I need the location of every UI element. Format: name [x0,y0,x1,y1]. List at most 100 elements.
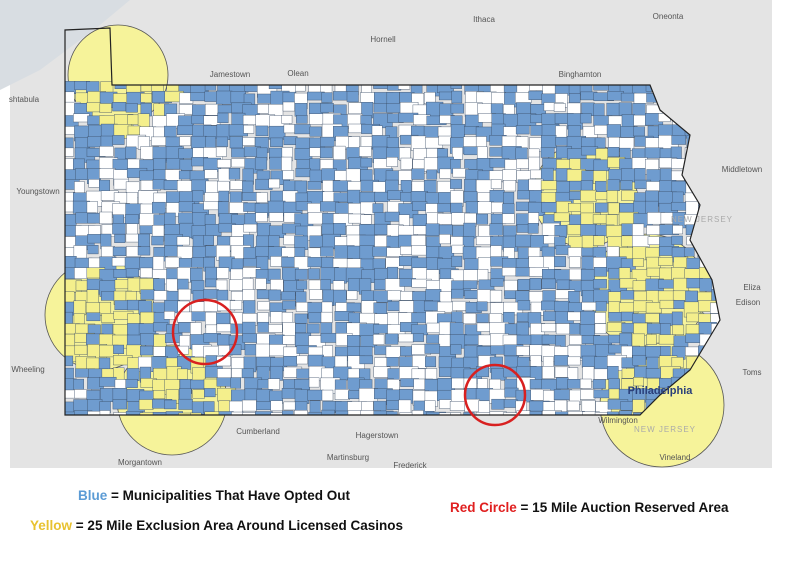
municipality [153,290,169,301]
municipality [191,401,205,415]
municipality [203,235,214,246]
municipality [73,300,87,316]
municipality [335,410,350,415]
municipality [243,124,255,134]
municipality [178,412,194,415]
municipality [73,313,85,325]
municipality [242,412,256,415]
municipality [673,300,685,309]
municipality [99,179,110,193]
municipality [541,334,556,345]
municipality [372,203,384,214]
municipality [463,356,479,369]
municipality [450,344,462,355]
municipality [658,124,674,136]
municipality [256,192,268,203]
map: Ithaca Oneonta Hornell Jamestown Olean Bingha… [0,0,772,470]
municipality [450,179,462,189]
municipality [490,179,502,189]
auction-circle [171,298,239,366]
municipality [307,354,324,367]
legend-text: = 25 Mile Exclusion Area Around Licensed… [75,518,404,533]
municipality [400,192,412,202]
municipality [153,278,165,292]
municipality [215,146,227,157]
municipality [462,236,475,248]
municipality [113,344,125,354]
municipality [270,137,284,147]
legend-blue: Blue = Municipalities That Have Opted Ou… [78,488,350,503]
municipality [659,299,676,309]
municipality [450,124,465,139]
municipality [308,268,320,280]
municipality [99,146,114,157]
municipality [190,412,202,415]
municipality [268,212,284,222]
municipality [386,247,403,257]
municipality [257,104,269,114]
municipality [449,322,464,335]
municipality [113,412,129,415]
municipality [542,410,562,415]
municipality [658,257,673,266]
municipality [125,103,138,113]
municipality [74,344,88,355]
municipality [594,412,608,415]
municipality [503,180,517,192]
municipality [594,137,606,149]
municipality [268,289,281,301]
municipality [631,157,648,170]
municipality [218,190,229,202]
municipality [621,368,636,379]
place-label: Cumberland [236,427,280,436]
municipality [270,412,284,415]
municipality [384,211,400,222]
municipality [124,214,139,225]
municipality [502,213,515,224]
municipality [386,357,399,367]
municipality [608,312,622,322]
municipality [517,356,530,367]
municipality [386,156,398,167]
municipality [477,269,489,282]
place-label: Youngstown [16,187,59,196]
municipality [203,401,215,414]
municipality [608,388,620,400]
municipality [319,147,333,159]
municipality [334,389,350,400]
municipality [411,410,424,415]
municipality [99,103,112,113]
municipality [425,356,437,368]
municipality [99,376,117,387]
municipality [203,289,219,299]
municipality [593,235,605,246]
municipality [568,256,581,268]
municipality [529,278,542,291]
municipality [255,278,267,290]
municipality [295,323,307,334]
municipalities [65,79,720,415]
municipality [425,246,440,259]
municipality [463,222,476,239]
municipality [87,245,99,255]
municipality [178,288,192,301]
municipality [594,312,607,324]
municipality [114,279,130,290]
municipality [114,233,126,243]
municipality [424,343,441,354]
municipality [632,354,647,366]
municipality [281,256,296,268]
municipality [411,168,425,180]
municipality [74,410,93,415]
municipality [595,301,607,312]
municipality [606,225,624,238]
municipality [190,92,207,102]
municipality [257,321,270,333]
municipality [348,102,363,115]
municipality [515,125,530,135]
municipality [607,411,619,415]
municipality [346,290,358,300]
municipality [112,399,127,410]
municipality [541,323,556,333]
municipality [358,146,372,157]
